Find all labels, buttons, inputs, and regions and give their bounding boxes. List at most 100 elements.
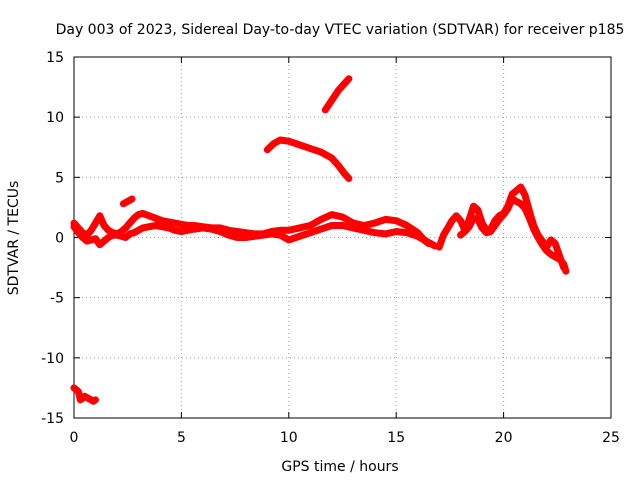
data-point — [444, 224, 451, 231]
data-point — [403, 229, 410, 236]
data-point — [307, 145, 314, 152]
data-point — [470, 215, 477, 222]
data-point — [526, 215, 533, 222]
data-point — [217, 228, 224, 235]
data-point — [178, 228, 185, 235]
data-point — [517, 200, 524, 207]
data-point — [105, 234, 112, 241]
data-point — [152, 215, 159, 222]
data-point — [474, 216, 481, 223]
x-tick-label: 10 — [280, 430, 298, 446]
data-point — [560, 261, 567, 267]
data-point — [122, 224, 129, 231]
data-point — [96, 212, 103, 219]
x-tick-label: 20 — [495, 430, 513, 446]
data-point — [199, 224, 206, 231]
data-point — [371, 229, 378, 236]
data-point — [234, 234, 241, 241]
data-point — [335, 162, 342, 169]
data-point — [453, 212, 460, 219]
data-point — [393, 228, 400, 235]
data-point — [461, 228, 468, 235]
data-point — [328, 222, 335, 229]
data-point — [139, 224, 146, 231]
data-point — [339, 222, 346, 229]
data-point — [496, 216, 503, 223]
data-point — [79, 234, 86, 241]
plot-frame — [73, 56, 612, 419]
data-point — [184, 227, 191, 234]
data-point — [296, 141, 303, 148]
data-point — [296, 224, 303, 231]
data-point — [556, 256, 563, 263]
data-point — [425, 239, 432, 246]
data-point — [341, 170, 348, 177]
data-point — [345, 75, 352, 82]
data-point — [260, 232, 266, 239]
data-point — [92, 235, 99, 242]
axis-ticks: 0 5 10 15 20 25 -15 -10 -5 0 5 10 15 — [41, 50, 620, 446]
data-point — [92, 396, 99, 403]
data-point — [457, 217, 464, 224]
data-point — [122, 234, 129, 241]
data-point — [492, 222, 498, 229]
data-point — [414, 233, 421, 240]
data-point — [371, 220, 378, 227]
data-point — [96, 241, 103, 248]
data-point — [479, 224, 486, 231]
data-point — [101, 238, 108, 245]
data-point — [234, 228, 241, 235]
x-tick-label: 0 — [70, 430, 79, 446]
data-point — [131, 215, 138, 222]
data-point — [539, 241, 546, 248]
data-point — [146, 212, 153, 219]
series-arc-c — [435, 183, 568, 272]
data-point — [318, 226, 324, 233]
data-point — [225, 232, 232, 239]
data-point — [105, 227, 112, 234]
data-point — [552, 240, 559, 247]
data-point — [296, 233, 303, 240]
data-point — [341, 80, 348, 87]
data-point — [120, 200, 127, 207]
data-point — [483, 229, 490, 236]
data-point — [509, 196, 516, 202]
y-tick-label: -10 — [41, 351, 64, 367]
data-point — [129, 196, 135, 202]
data-point — [126, 220, 133, 227]
grid — [74, 57, 611, 418]
data-point — [307, 222, 314, 229]
data-point — [513, 198, 520, 205]
data-point — [307, 229, 314, 236]
data-point — [75, 388, 82, 395]
data-point — [208, 226, 215, 233]
data-point — [126, 230, 133, 237]
data-point — [562, 268, 569, 275]
data-point — [277, 137, 284, 143]
data-point — [178, 221, 185, 228]
data-point — [522, 192, 529, 199]
data-point — [470, 203, 477, 210]
data-point — [285, 236, 292, 243]
x-tick-label: 5 — [177, 430, 186, 446]
y-tick-label: -15 — [41, 411, 64, 427]
data-point — [339, 214, 346, 220]
data-point — [101, 222, 108, 229]
y-tick-label: 15 — [46, 50, 64, 66]
data-point — [547, 236, 554, 243]
data-point — [466, 223, 473, 230]
data-point — [487, 228, 494, 235]
data-point — [83, 238, 90, 245]
data-point — [543, 247, 550, 254]
data-point — [268, 230, 275, 237]
data-series — [70, 75, 570, 405]
data-point — [345, 175, 352, 182]
data-point — [474, 206, 481, 213]
data-point — [436, 244, 443, 251]
data-point — [159, 217, 166, 224]
data-point — [328, 97, 335, 104]
data-point — [361, 227, 367, 234]
y-tick-label: -5 — [50, 291, 64, 307]
data-point — [285, 138, 292, 145]
data-point — [88, 227, 95, 234]
